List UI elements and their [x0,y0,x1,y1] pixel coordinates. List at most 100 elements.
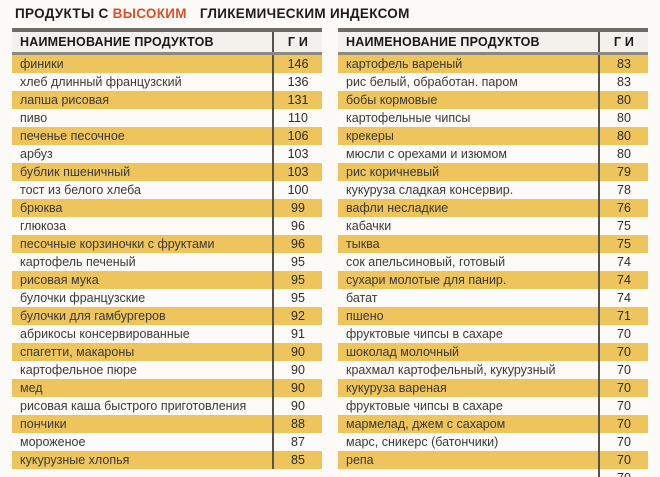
product-name: картофель печеный [20,255,136,269]
table-row: пиво 110 [12,109,322,127]
product-name: репа [346,453,374,467]
gi-value: 136 [272,73,322,91]
gi-table-left: НАИМЕНОВАНИЕ ПРОДУКТОВ Г И финики 146 хлеб… [12,28,322,477]
gi-value: 91 [272,325,322,343]
product-name: тыква [346,237,380,251]
product-name: абрикосы консервированные [20,327,190,341]
table-row: хлеб длинный французский 136 [12,73,322,91]
table-row: лапша рисовая 131 [12,91,322,109]
product-name: шоколад молочный [346,345,460,359]
table-row: брюква 99 [12,199,322,217]
product-name: марс, сникерс (батончики) [346,435,499,449]
table-row: сок апельсиновый, готовый 74 [338,253,648,271]
gi-value: 80 [598,145,648,163]
product-name: арбуз [20,147,53,161]
gi-value: 70 [598,397,648,415]
table-row: глюкоза 96 [12,217,322,235]
table-row: репа 70 [338,451,648,469]
table-row: кукуруза вареная 70 [338,379,648,397]
table-row: крахмал картофельный, кукурузный 70 [338,361,648,379]
tables-container: НАИМЕНОВАНИЕ ПРОДУКТОВ Г И финики 146 хлеб… [0,28,660,477]
gi-value: 74 [598,289,648,307]
product-name: финики [20,57,64,71]
gi-value: 70 [598,361,648,379]
title-highlight: ВЫСОКИМ [112,6,187,21]
table-row: фруктовые чипсы в сахаре 70 [338,325,648,343]
gi-value: 146 [272,55,322,73]
gi-value: 70 [598,469,648,477]
table-row: бобы кормовые 80 [338,91,648,109]
table-row: пончики 88 [12,415,322,433]
table-row: тыква 75 [338,235,648,253]
gi-value: 78 [598,181,648,199]
product-name: пшено [346,309,384,323]
table-row: финики 146 [12,55,322,73]
table-row: вафли несладкие 76 [338,199,648,217]
title-prefix: ПРОДУКТЫ С [15,6,109,21]
product-name: картофель вареный [346,57,463,71]
gi-value: 74 [598,271,648,289]
product-name: бобы кормовые [346,93,438,107]
product-name: лапша рисовая [20,93,109,107]
table-body: картофель вареный 83 рис белый, обработан.… [338,55,648,477]
table-body: финики 146 хлеб длинный французский 136 лапш… [12,55,322,469]
product-name: печенье песочное [20,129,125,143]
gi-value: 110 [272,109,322,127]
gi-value: 85 [272,451,322,469]
product-name: рисовая каша быстрого приготовления [20,399,247,413]
product-name: брюква [20,201,63,215]
table-row: арбуз 103 [12,145,322,163]
title-suffix: ГЛИКЕМИЧЕСКИМ ИНДЕКСОМ [199,6,410,21]
table-header: НАИМЕНОВАНИЕ ПРОДУКТОВ Г И [338,28,648,55]
table-row: абрикосы консервированные 91 [12,325,322,343]
table-row: печенье песочное 106 [12,127,322,145]
gi-value: 90 [272,397,322,415]
table-row: марс, сникерс (батончики) 70 [338,433,648,451]
product-name: картофельное пюре [20,363,137,377]
table-header: НАИМЕНОВАНИЕ ПРОДУКТОВ Г И [12,28,322,55]
table-row: шоколад молочный 70 [338,343,648,361]
product-name: бублик пшеничный [20,165,131,179]
product-name: крекеры [346,129,394,143]
gi-value: 92 [272,307,322,325]
product-name: кабачки [346,219,392,233]
gi-value: 83 [598,73,648,91]
table-row: кабачки 75 [338,217,648,235]
product-name: мед [20,381,43,395]
product-name: мюсли с орехами и изюмом [346,147,507,161]
product-name: булочки для гамбургеров [20,309,166,323]
table-row: картофель печеный 95 [12,253,322,271]
table-row: батат 74 [338,289,648,307]
gi-value: 70 [598,451,648,469]
gi-value: 95 [272,289,322,307]
table-row: рисовая каша быстрого приготовления 90 [12,397,322,415]
product-name: картофельные чипсы [346,111,471,125]
product-name: крахмал картофельный, кукурузный [346,363,556,377]
table-row: картофельные чипсы 80 [338,109,648,127]
product-name: мармелад, джем с сахаром [346,417,506,431]
table-row: рис коричневый 79 [338,163,648,181]
gi-value: 80 [598,109,648,127]
table-row: кукуруза сладкая консервир. 78 [338,181,648,199]
product-name: сухари молотые для панир. [346,273,507,287]
gi-value: 75 [598,235,648,253]
product-name: песочные корзиночки с фруктами [20,237,215,251]
table-row: картофельное пюре 90 [12,361,322,379]
product-name: булочки французские [20,291,146,305]
column-header-product: НАИМЕНОВАНИЕ ПРОДУКТОВ [20,35,214,49]
table-row: бублик пшеничный 103 [12,163,322,181]
product-name: хлеб длинный французский [20,75,182,89]
table-row: булочки для гамбургеров 92 [12,307,322,325]
gi-value: 90 [272,361,322,379]
product-name: спагетти, макароны [20,345,135,359]
table-row: картофель вареный 83 [338,55,648,73]
table-row: пшено 71 [338,307,648,325]
gi-value: 103 [272,163,322,181]
product-name: сок апельсиновый, готовый [346,255,506,269]
gi-value: 131 [272,91,322,109]
product-name: фруктовые чипсы в сахаре [346,399,503,413]
table-row: кукурузные хлопья 85 [12,451,322,469]
product-name: кукуруза сладкая консервир. [346,183,514,197]
gi-value: 99 [272,199,322,217]
